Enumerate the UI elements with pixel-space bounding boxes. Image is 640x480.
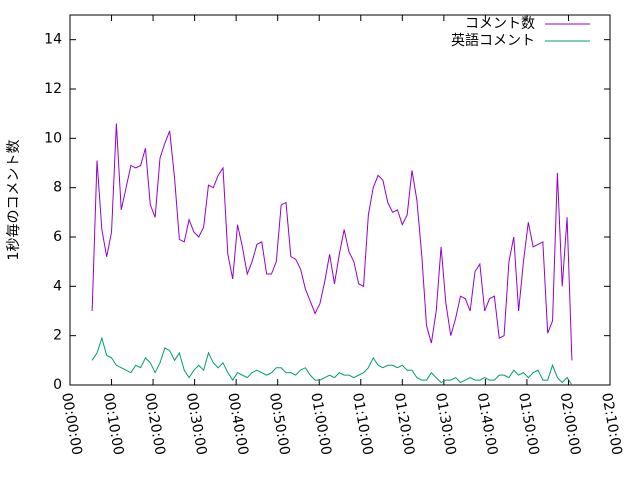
series-line bbox=[91, 123, 573, 361]
x-tick-label: 01:10:00 bbox=[349, 392, 376, 457]
x-tick-label: 00:10:00 bbox=[100, 392, 127, 457]
x-tick-label: 00:40:00 bbox=[224, 392, 251, 457]
legend-label: コメント数 bbox=[465, 16, 535, 32]
plot-frame bbox=[69, 14, 611, 386]
x-tick-label: 00:00:00 bbox=[58, 392, 85, 457]
x-tick-label: 01:30:00 bbox=[432, 392, 459, 457]
x-tick-label: 02:00:00 bbox=[557, 392, 584, 457]
y-tick-label: 0 bbox=[53, 377, 62, 393]
x-tick-label: 01:00:00 bbox=[307, 392, 334, 457]
legend-label: 英語コメント bbox=[451, 32, 535, 49]
y-tick-label: 6 bbox=[53, 229, 62, 245]
x-tick-label: 00:50:00 bbox=[266, 392, 293, 457]
y-tick-label: 8 bbox=[53, 180, 62, 196]
y-tick-label: 12 bbox=[44, 81, 62, 97]
x-tick-label: 01:20:00 bbox=[390, 392, 417, 457]
series-line bbox=[91, 336, 573, 386]
y-tick-label: 4 bbox=[53, 278, 62, 294]
y-tick-label: 2 bbox=[53, 328, 62, 344]
y-tick-label: 14 bbox=[44, 32, 62, 48]
y-tick-label: 10 bbox=[44, 130, 62, 146]
x-tick-label: 01:50:00 bbox=[515, 392, 542, 457]
x-tick-label: 00:20:00 bbox=[141, 392, 168, 457]
x-tick-label: 02:10:00 bbox=[598, 392, 625, 457]
x-tick-label: 00:30:00 bbox=[183, 392, 210, 457]
x-tick-label: 01:40:00 bbox=[474, 392, 501, 457]
y-axis-label: 1秒毎のコメント数 bbox=[6, 140, 22, 261]
